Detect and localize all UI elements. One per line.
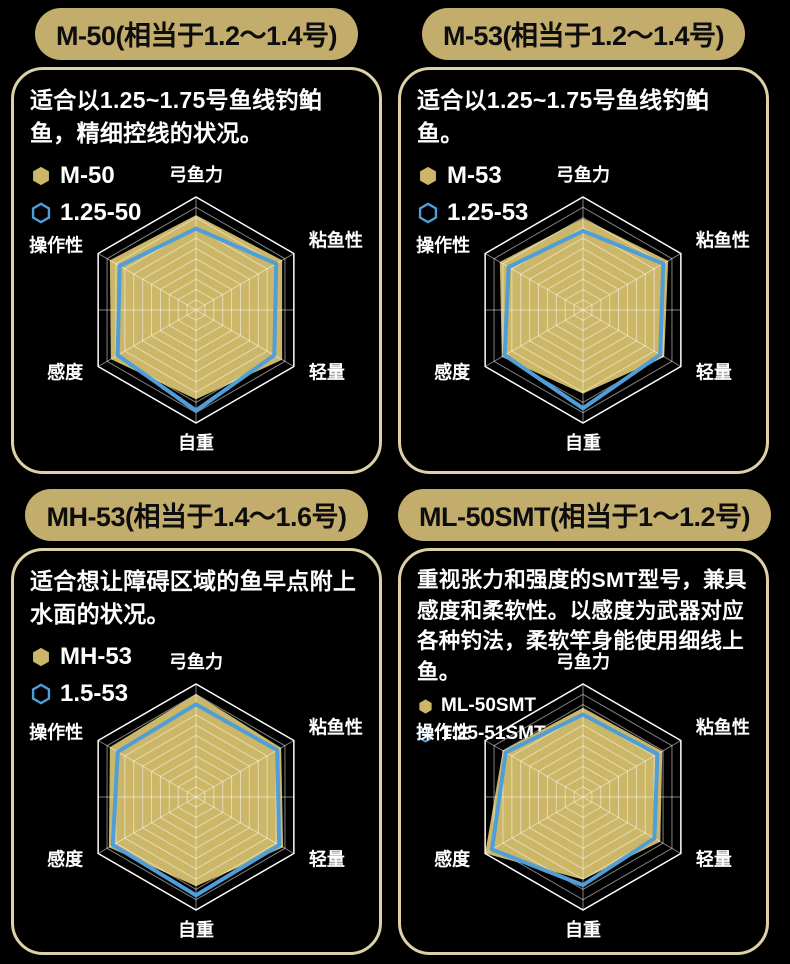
radar-axis-label: 操作性 — [29, 235, 83, 256]
radar-series-blue-outline — [110, 702, 282, 898]
radar-axis-label: 轻量 — [309, 849, 345, 870]
radar-outer-border — [484, 196, 682, 424]
radar-axis-label: 粘鱼性 — [696, 230, 750, 251]
legend: ML-50SMT 1.25-51SMT — [417, 695, 752, 745]
radar-spoke — [582, 309, 682, 367]
panel-title-mh53: MH-53(相当于1.4～1.6号) — [25, 489, 368, 541]
legend-item-gold: M-50 — [30, 162, 365, 190]
panel-title-m50: M-50(相当于1.2～1.4号) — [34, 8, 359, 60]
radar-axis-label: 自重 — [178, 919, 214, 940]
radar-axis-label: 粘鱼性 — [309, 230, 363, 251]
legend: MH-53 1.5-53 — [30, 643, 365, 708]
radar-axis-label: 操作性 — [416, 235, 470, 256]
radar-spoke — [97, 253, 197, 311]
panel-body-m50: 适合以1.25~1.75号鱼线钓鲌鱼，精细控线的状况。 M-50 1.25-50… — [11, 67, 382, 474]
legend-item-blue: 1.5-53 — [30, 680, 365, 708]
panel-title-m53: M-53(相当于1.2～1.4号) — [421, 8, 746, 60]
panel-m53: M-53(相当于1.2～1.4号) 适合以1.25~1.75号鱼线钓鲌鱼。 M-… — [398, 8, 769, 474]
radar-axis-label: 轻量 — [309, 362, 345, 383]
radar-axis-label: 轻量 — [696, 849, 732, 870]
panel-m50: M-50(相当于1.2～1.4号) 适合以1.25~1.75号鱼线钓鲌鱼，精细控… — [11, 8, 382, 474]
gold-hexagon-icon — [33, 167, 49, 186]
radar-axis-label: 弓鱼力 — [169, 164, 223, 185]
radar-axis-label: 粘鱼性 — [309, 717, 363, 738]
legend-label: ML-50SMT — [441, 695, 536, 717]
radar-outer-border — [484, 683, 682, 911]
description-text: 重视张力和强度的SMT型号，兼具感度和柔软性。以感度为武器对应各种钓法，柔软竿身… — [417, 568, 747, 684]
radar-axis-label: 感度 — [434, 362, 471, 383]
blue-hexagon-icon — [31, 202, 51, 224]
blue-hexagon-icon — [418, 725, 433, 743]
legend-label: MH-53 — [60, 643, 133, 671]
radar-axis-label: 粘鱼性 — [696, 717, 750, 738]
radar-axis-label: 感度 — [47, 849, 84, 870]
legend-label: 1.25-51SMT — [441, 723, 546, 745]
legend-item-gold: ML-50SMT — [417, 695, 752, 717]
gold-hexagon-icon — [420, 167, 436, 186]
radar-outer-border — [97, 196, 295, 424]
radar-axis-label: 自重 — [565, 919, 601, 940]
radar-spoke — [582, 740, 682, 798]
description-text: 适合想让障碍区域的鱼早点附上水面的状况。 — [30, 568, 357, 628]
radar-spoke — [97, 309, 197, 367]
radar-axis-label: 感度 — [47, 362, 84, 383]
gold-hexagon-icon — [419, 698, 432, 714]
legend-label: 1.25-53 — [447, 199, 529, 227]
radar-axis-label: 轻量 — [696, 362, 732, 383]
radar-spoke — [484, 740, 584, 798]
legend-item-blue: 1.25-51SMT — [417, 723, 752, 745]
legend-label: M-50 — [60, 162, 115, 190]
legend-item-gold: M-53 — [417, 162, 752, 190]
radar-spoke — [484, 253, 584, 311]
radar-axis-label: 感度 — [434, 849, 471, 870]
radar-spoke — [97, 740, 197, 798]
radar-outer-border — [97, 683, 295, 911]
panel-mh53: MH-53(相当于1.4～1.6号) 适合想让障碍区域的鱼早点附上水面的状况。 … — [11, 489, 382, 955]
blue-hexagon-icon — [418, 202, 438, 224]
radar-axis-label: 弓鱼力 — [169, 651, 223, 672]
radar-spoke — [195, 309, 295, 367]
panel-body-m53: 适合以1.25~1.75号鱼线钓鲌鱼。 M-53 1.25-53 弓鱼力粘鱼性轻… — [398, 67, 769, 474]
gold-hexagon-icon — [33, 648, 49, 667]
legend-label: M-53 — [447, 162, 502, 190]
radar-axis-label: 操作性 — [29, 722, 83, 743]
legend-item-blue: 1.25-50 — [30, 199, 365, 227]
description-text: 适合以1.25~1.75号鱼线钓鲌鱼，精细控线的状况。 — [30, 87, 323, 147]
radar-series-blue-outline — [502, 228, 666, 411]
legend-label: 1.5-53 — [60, 680, 129, 708]
radar-axis-label: 弓鱼力 — [556, 164, 610, 185]
radar-axis-label: 弓鱼力 — [556, 651, 610, 672]
panel-body-mh53: 适合想让障碍区域的鱼早点附上水面的状况。 MH-53 1.5-53 弓鱼力粘鱼性… — [11, 548, 382, 955]
radar-series-blue-outline — [489, 712, 660, 888]
radar-spoke — [582, 796, 682, 854]
description-text: 适合以1.25~1.75号鱼线钓鲌鱼。 — [417, 87, 710, 147]
radar-series-blue-outline — [115, 226, 279, 413]
blue-hexagon-icon — [31, 683, 51, 705]
legend: M-53 1.25-53 — [417, 162, 752, 227]
panel-ml50smt: ML-50SMT(相当于1～1.2号) 重视张力和强度的SMT型号，兼具感度和柔… — [398, 489, 772, 955]
radar-axis-label: 自重 — [565, 432, 601, 453]
radar-spoke — [484, 309, 584, 367]
radar-axis-label: 自重 — [178, 432, 214, 453]
legend-item-blue: 1.25-53 — [417, 199, 752, 227]
legend-item-gold: MH-53 — [30, 643, 365, 671]
legend: M-50 1.25-50 — [30, 162, 365, 227]
radar-axis-label: 操作性 — [416, 722, 470, 743]
panel-body-ml50smt: 重视张力和强度的SMT型号，兼具感度和柔软性。以感度为武器对应各种钓法，柔软竿身… — [398, 548, 769, 955]
panel-title-ml50smt: ML-50SMT(相当于1～1.2号) — [398, 489, 772, 541]
legend-label: 1.25-50 — [60, 199, 142, 227]
radar-spoke — [484, 796, 584, 854]
